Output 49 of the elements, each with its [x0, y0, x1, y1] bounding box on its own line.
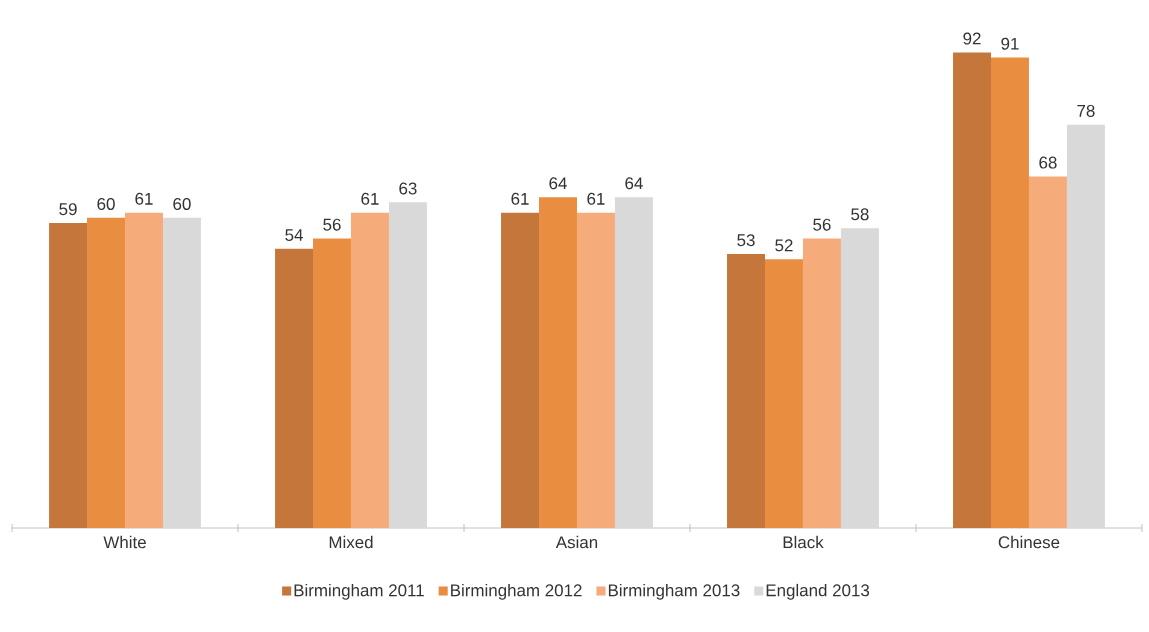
- bar: [87, 217, 125, 528]
- bar: [313, 238, 351, 528]
- x-tick-label: Chinese: [998, 535, 1060, 549]
- x-tick-label: Mixed: [329, 535, 373, 549]
- bar: [953, 52, 991, 528]
- data-label: 56: [323, 218, 341, 231]
- data-label: 61: [511, 192, 529, 205]
- data-label: 68: [1039, 156, 1057, 169]
- bar: [614, 197, 653, 528]
- legend-label: England 2013: [766, 583, 870, 600]
- bar: [802, 238, 841, 528]
- data-label: 63: [399, 182, 417, 195]
- bar: [350, 212, 389, 528]
- data-label: 92: [963, 32, 981, 45]
- data-label: 59: [59, 203, 77, 216]
- bar: [991, 57, 1029, 528]
- bar: [1028, 176, 1067, 528]
- bar: [125, 212, 163, 528]
- data-label: 54: [285, 229, 303, 241]
- data-label: 64: [625, 177, 643, 190]
- data-label: 61: [587, 192, 605, 205]
- legend-label: Birmingham 2012: [451, 583, 582, 600]
- data-label: 64: [549, 177, 567, 190]
- data-label: 78: [1077, 104, 1095, 117]
- bar: [576, 212, 615, 528]
- data-label: 60: [173, 197, 191, 210]
- data-label: 60: [97, 197, 115, 210]
- data-label: 61: [135, 192, 153, 205]
- data-label: 56: [813, 218, 831, 231]
- bar: [765, 259, 803, 528]
- data-label: 58: [851, 208, 869, 221]
- bar: [1066, 124, 1105, 528]
- data-label: 53: [737, 234, 755, 247]
- legend-label: Birmingham 2011: [294, 583, 424, 600]
- bar: [501, 212, 540, 528]
- x-tick-label: White: [103, 535, 146, 549]
- data-label: 61: [361, 192, 379, 205]
- bar: [275, 248, 314, 528]
- legend-label: Birmingham 2013: [608, 583, 740, 600]
- bar: [388, 202, 427, 528]
- bar: [840, 228, 879, 528]
- x-tick-label: Asian: [555, 535, 598, 549]
- bar: [539, 197, 577, 528]
- x-tick-label: Black: [783, 535, 824, 549]
- data-label: 91: [1001, 37, 1019, 50]
- data-label: 52: [775, 239, 793, 252]
- bar: [727, 254, 766, 528]
- bar: [162, 217, 201, 528]
- bar: [49, 222, 88, 528]
